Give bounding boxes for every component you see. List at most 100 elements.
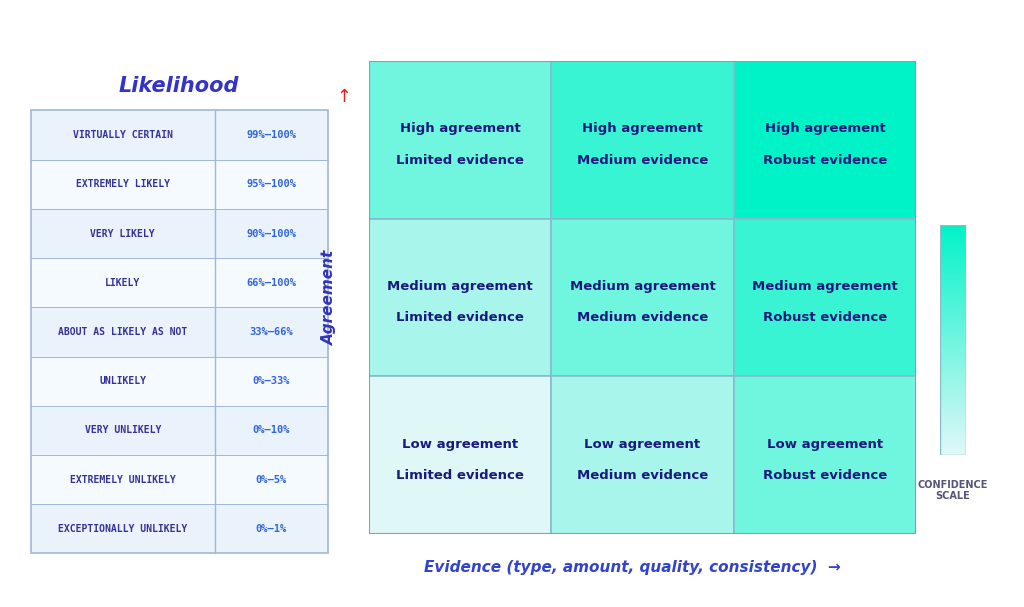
Bar: [31, 455, 328, 504]
Text: UNLIKELY: UNLIKELY: [99, 376, 146, 386]
Bar: [940, 445, 966, 446]
Bar: [940, 226, 966, 227]
Bar: [940, 266, 966, 267]
Bar: [940, 314, 966, 316]
Bar: [940, 408, 966, 409]
Bar: [940, 341, 966, 342]
Bar: [940, 379, 966, 380]
Text: Agreement: Agreement: [323, 250, 337, 345]
Text: ↑: ↑: [337, 88, 351, 106]
Text: 33%–66%: 33%–66%: [250, 327, 293, 337]
Bar: [940, 262, 966, 263]
Bar: [940, 277, 966, 279]
Text: VIRTUALLY CERTAIN: VIRTUALLY CERTAIN: [73, 130, 173, 140]
Bar: [940, 368, 966, 370]
Bar: [940, 385, 966, 386]
Bar: [940, 431, 966, 432]
Text: Medium agreement: Medium agreement: [569, 280, 716, 293]
Bar: [940, 300, 966, 302]
Bar: [940, 376, 966, 377]
Bar: [940, 276, 966, 277]
Bar: [940, 435, 966, 436]
Bar: [940, 248, 966, 249]
Bar: [940, 355, 966, 356]
Bar: [31, 110, 328, 160]
Bar: [940, 393, 966, 394]
Bar: [31, 356, 328, 406]
Text: EXCEPTIONALLY UNLIKELY: EXCEPTIONALLY UNLIKELY: [58, 524, 187, 534]
Bar: [940, 317, 966, 318]
Bar: [940, 236, 966, 237]
Bar: [940, 260, 966, 262]
Text: 66%–100%: 66%–100%: [246, 278, 296, 288]
Bar: [940, 282, 966, 283]
Text: High agreement: High agreement: [399, 122, 520, 135]
Bar: [940, 378, 966, 379]
Bar: [31, 258, 328, 307]
Bar: [940, 443, 966, 444]
Bar: [734, 61, 916, 219]
Bar: [734, 219, 916, 376]
Bar: [31, 160, 328, 209]
Bar: [369, 376, 551, 534]
Bar: [940, 422, 966, 423]
Bar: [940, 335, 966, 336]
Text: Robust evidence: Robust evidence: [763, 469, 888, 483]
Bar: [940, 280, 966, 281]
Text: 0%–33%: 0%–33%: [253, 376, 290, 386]
Bar: [940, 421, 966, 422]
Bar: [940, 339, 966, 340]
Bar: [940, 271, 966, 272]
Bar: [940, 373, 966, 375]
Bar: [940, 375, 966, 376]
Bar: [940, 289, 966, 290]
Bar: [940, 415, 966, 416]
Bar: [940, 409, 966, 410]
Bar: [940, 377, 966, 378]
Bar: [940, 251, 966, 253]
Bar: [551, 219, 734, 376]
Bar: [940, 273, 966, 274]
Bar: [940, 288, 966, 289]
Bar: [940, 381, 966, 382]
Text: Medium evidence: Medium evidence: [577, 154, 709, 167]
Text: VERY LIKELY: VERY LIKELY: [90, 228, 155, 239]
Bar: [940, 410, 966, 412]
Bar: [940, 427, 966, 429]
Bar: [940, 272, 966, 273]
Bar: [940, 399, 966, 400]
Bar: [940, 304, 966, 305]
Bar: [940, 395, 966, 396]
Bar: [940, 362, 966, 363]
Bar: [940, 429, 966, 430]
Bar: [31, 504, 328, 554]
Bar: [940, 241, 966, 242]
Bar: [940, 447, 966, 449]
Text: EXTREMELY UNLIKELY: EXTREMELY UNLIKELY: [70, 475, 176, 484]
Bar: [940, 387, 966, 388]
Bar: [940, 234, 966, 235]
Bar: [940, 322, 966, 323]
Text: Medium agreement: Medium agreement: [387, 280, 532, 293]
Bar: [31, 209, 328, 258]
Bar: [940, 313, 966, 314]
Bar: [940, 243, 966, 244]
Bar: [940, 361, 966, 362]
Bar: [940, 232, 966, 234]
Bar: [940, 348, 966, 349]
Bar: [940, 227, 966, 228]
Bar: [940, 295, 966, 296]
Bar: [940, 244, 966, 245]
Text: 90%–100%: 90%–100%: [246, 228, 296, 239]
Bar: [940, 351, 966, 353]
Text: Limited evidence: Limited evidence: [396, 469, 524, 483]
Bar: [369, 219, 551, 376]
Bar: [940, 225, 966, 226]
Text: Low agreement: Low agreement: [401, 438, 518, 451]
Bar: [940, 444, 966, 445]
Text: ABOUT AS LIKELY AS NOT: ABOUT AS LIKELY AS NOT: [58, 327, 187, 337]
Bar: [940, 279, 966, 280]
Text: High agreement: High agreement: [765, 122, 886, 135]
Bar: [940, 357, 966, 358]
Bar: [940, 257, 966, 258]
